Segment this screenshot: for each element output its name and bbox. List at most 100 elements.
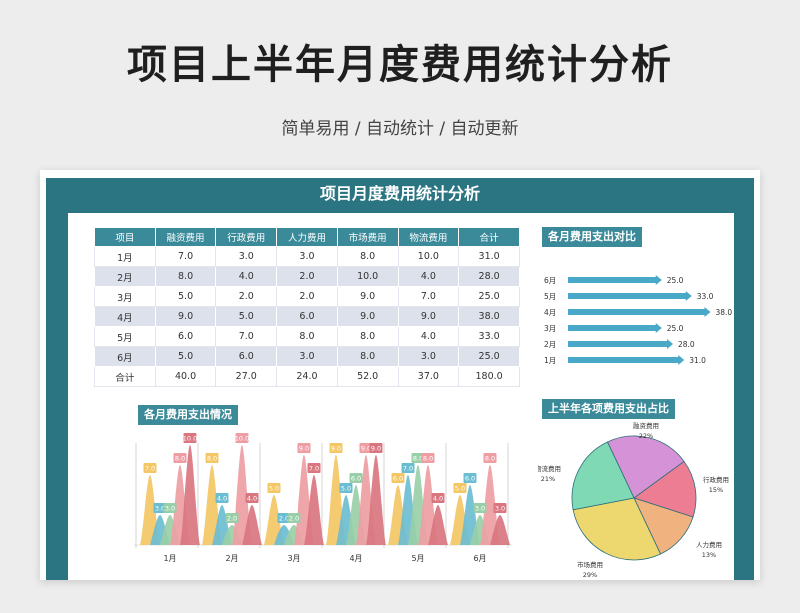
bar-category-label: 4月 xyxy=(544,308,556,317)
area-value-badge xyxy=(329,443,343,453)
table-cell[interactable]: 9.0 xyxy=(336,306,399,327)
area-value-label: 3.0 xyxy=(165,505,175,513)
bar-value-label: 28.0 xyxy=(678,340,695,349)
table-cell[interactable]: 2.0 xyxy=(276,266,338,287)
bar-mark xyxy=(568,307,711,317)
area-value-label: 10.0 xyxy=(235,435,249,443)
table-cell[interactable]: 5.0 xyxy=(154,346,217,367)
table-cell[interactable]: 8.0 xyxy=(276,326,338,347)
table-cell[interactable]: 9.0 xyxy=(397,306,460,327)
table-cell[interactable]: 3.0 xyxy=(276,246,338,267)
table-total-cell[interactable]: 合计 xyxy=(94,366,156,387)
table-cell[interactable]: 3月 xyxy=(94,286,156,307)
table-cell[interactable]: 4.0 xyxy=(215,266,278,287)
area-value-badge xyxy=(205,453,219,463)
table-cell[interactable]: 6.0 xyxy=(276,306,338,327)
table-cell[interactable]: 6.0 xyxy=(215,346,278,367)
table-cell[interactable]: 8.0 xyxy=(336,246,399,267)
table-header-cell: 人力费用 xyxy=(276,227,338,247)
bar-mark xyxy=(568,339,673,349)
pie-slice-percent: 22% xyxy=(639,432,653,440)
table-header-cell: 行政费用 xyxy=(215,227,278,247)
table-cell[interactable]: 2月 xyxy=(94,266,156,287)
area-value-label: 8.0 xyxy=(413,455,423,463)
table-row: 4月 9.0 5.0 6.0 9.0 9.0 38.0 xyxy=(94,306,520,327)
table-cell[interactable]: 25.0 xyxy=(458,346,520,367)
table-cell[interactable]: 9.0 xyxy=(336,286,399,307)
table-cell[interactable]: 2.0 xyxy=(215,286,278,307)
table-total-cell[interactable]: 27.0 xyxy=(215,366,278,387)
bar-category-label: 1月 xyxy=(544,356,556,365)
area-value-label: 9.0 xyxy=(299,445,309,453)
table-cell[interactable]: 3.0 xyxy=(397,346,460,367)
pie-slice-name: 融资费用 xyxy=(633,421,659,430)
area-value-badge xyxy=(173,453,187,463)
area-value-label: 8.0 xyxy=(175,455,185,463)
monthly-compare-chart: 6月 25.0 5月 33.0 4月 38.0 3月 25.0 2月 28.0 1月 31.0 xyxy=(544,275,733,365)
table-cell[interactable]: 1月 xyxy=(94,246,156,267)
table-cell[interactable]: 6月 xyxy=(94,346,156,367)
area-value-badge xyxy=(463,473,477,483)
table-cell[interactable]: 31.0 xyxy=(458,246,520,267)
area-category-label: 6月 xyxy=(473,554,486,563)
table-cell[interactable]: 8.0 xyxy=(336,326,399,347)
table-cell[interactable]: 4.0 xyxy=(397,266,460,287)
table-total-cell[interactable]: 24.0 xyxy=(276,366,338,387)
table-total-cell[interactable]: 180.0 xyxy=(458,366,520,387)
bar-value-label: 38.0 xyxy=(716,308,733,317)
area-category-label: 4月 xyxy=(349,554,362,563)
table-row: 5月 6.0 7.0 8.0 8.0 4.0 33.0 xyxy=(94,326,520,347)
pie-slice-name: 市场费用 xyxy=(577,560,603,569)
area-value-badge xyxy=(307,463,321,473)
area-value-label: 10.0 xyxy=(183,435,197,443)
table-cell[interactable]: 7.0 xyxy=(215,326,278,347)
table-total-cell[interactable]: 40.0 xyxy=(154,366,217,387)
table-cell[interactable]: 5月 xyxy=(94,326,156,347)
table-cell[interactable]: 7.0 xyxy=(397,286,460,307)
table-total-cell[interactable]: 52.0 xyxy=(336,366,399,387)
area-peak xyxy=(366,455,386,545)
table-cell[interactable]: 8.0 xyxy=(336,346,399,367)
area-value-label: 7.0 xyxy=(145,465,155,473)
pie-slice-name: 行政费用 xyxy=(703,475,729,484)
table-cell[interactable]: 5.0 xyxy=(154,286,217,307)
area-value-label: 2.0 xyxy=(227,515,237,523)
table-cell[interactable]: 4月 xyxy=(94,306,156,327)
table-cell[interactable]: 3.0 xyxy=(215,246,278,267)
section-title-category-share: 上半年各项费用支出占比 xyxy=(542,399,675,419)
table-cell[interactable]: 38.0 xyxy=(458,306,520,327)
table-cell[interactable]: 25.0 xyxy=(458,286,520,307)
area-value-label: 4.0 xyxy=(247,495,257,503)
area-category-label: 1月 xyxy=(163,554,176,563)
sheet-title: 项目月度费用统计分析 xyxy=(319,184,480,203)
sheet-content: 项目 融资费用 行政费用 人力费用 市场费用 物流费用 合计 1月 7.0 3.0 3.0 8.0 1… xyxy=(68,213,734,580)
area-value-badge xyxy=(277,513,291,523)
table-total-cell[interactable]: 37.0 xyxy=(397,366,460,387)
table-cell[interactable]: 4.0 xyxy=(397,326,460,347)
table-cell[interactable]: 2.0 xyxy=(276,286,338,307)
area-value-badge xyxy=(391,473,405,483)
area-value-label: 7.0 xyxy=(309,465,319,473)
bar-mark xyxy=(568,291,692,301)
bar-category-label: 6月 xyxy=(544,276,556,285)
area-category-label: 2月 xyxy=(225,554,238,563)
bar-value-label: 25.0 xyxy=(667,276,684,285)
page-subtitle: 简单易用 / 自动统计 / 自动更新 xyxy=(281,119,519,139)
pie-slice-percent: 29% xyxy=(583,571,597,579)
table-header-cell: 物流费用 xyxy=(397,227,460,247)
area-value-label: 8.0 xyxy=(207,455,217,463)
spreadsheet-sheet: 项目月度费用统计分析 项目 融资费用 行政费用 人力费用 市场费用 物流费用 合计 1月 7.… xyxy=(40,170,760,580)
table-cell[interactable]: 8.0 xyxy=(154,266,217,287)
table-cell[interactable]: 5.0 xyxy=(215,306,278,327)
table-cell[interactable]: 10.0 xyxy=(336,266,399,287)
table-row: 1月 7.0 3.0 3.0 8.0 10.0 31.0 xyxy=(94,246,520,267)
table-cell[interactable]: 28.0 xyxy=(458,266,520,287)
table-cell[interactable]: 3.0 xyxy=(276,346,338,367)
table-cell[interactable]: 10.0 xyxy=(397,246,460,267)
area-value-label: 3.0 xyxy=(495,505,505,513)
area-value-label: 2.0 xyxy=(289,515,299,523)
table-cell[interactable]: 6.0 xyxy=(154,326,217,347)
table-cell[interactable]: 9.0 xyxy=(154,306,217,327)
table-cell[interactable]: 7.0 xyxy=(154,246,217,267)
table-cell[interactable]: 33.0 xyxy=(458,326,520,347)
